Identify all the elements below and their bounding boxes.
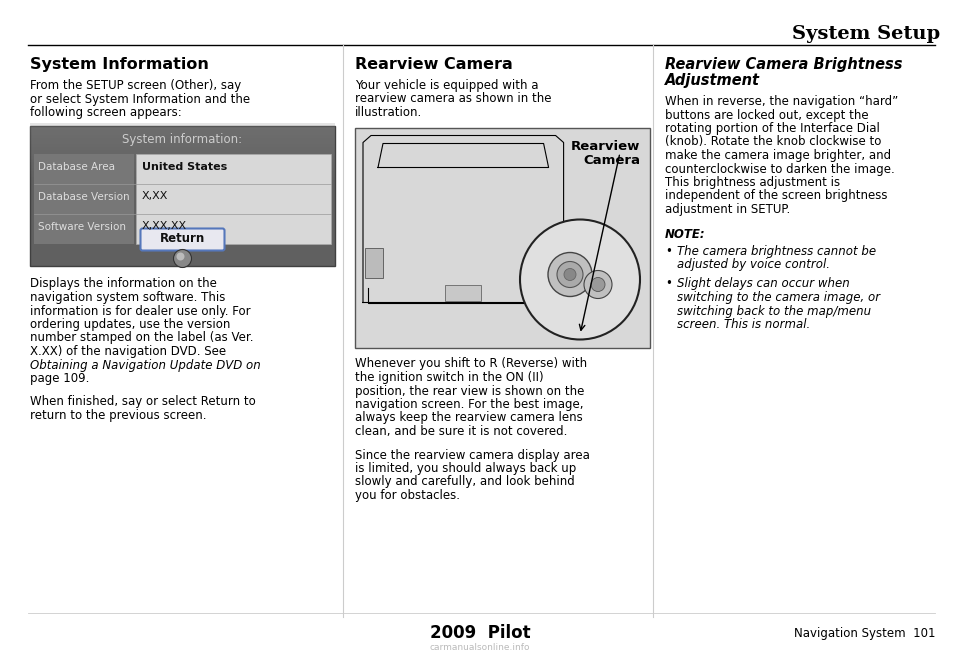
Text: Slight delays can occur when: Slight delays can occur when xyxy=(677,278,850,291)
FancyBboxPatch shape xyxy=(30,138,335,141)
FancyBboxPatch shape xyxy=(30,153,335,155)
Text: X,XX,XX: X,XX,XX xyxy=(142,221,187,231)
Text: The camera brightness cannot be: The camera brightness cannot be xyxy=(677,244,876,257)
FancyBboxPatch shape xyxy=(30,164,335,168)
Circle shape xyxy=(564,269,576,280)
Text: independent of the screen brightness: independent of the screen brightness xyxy=(665,189,887,202)
Text: screen. This is normal.: screen. This is normal. xyxy=(677,318,810,331)
Text: number stamped on the label (as Ver.: number stamped on the label (as Ver. xyxy=(30,331,253,345)
Bar xyxy=(543,248,562,278)
FancyBboxPatch shape xyxy=(140,229,225,250)
Text: position, the rear view is shown on the: position, the rear view is shown on the xyxy=(355,384,585,398)
Text: Displays the information on the: Displays the information on the xyxy=(30,278,217,291)
Circle shape xyxy=(177,252,184,261)
Text: switching back to the map/menu: switching back to the map/menu xyxy=(677,305,871,318)
Text: X,XX: X,XX xyxy=(142,191,168,202)
Circle shape xyxy=(584,271,612,299)
FancyBboxPatch shape xyxy=(30,168,335,170)
FancyBboxPatch shape xyxy=(136,153,331,244)
Text: rearview camera as shown in the: rearview camera as shown in the xyxy=(355,92,551,105)
Text: (knob). Rotate the knob clockwise to: (knob). Rotate the knob clockwise to xyxy=(665,136,881,149)
FancyBboxPatch shape xyxy=(30,149,335,153)
FancyBboxPatch shape xyxy=(30,141,335,143)
Text: From the SETUP screen (Other), say: From the SETUP screen (Other), say xyxy=(30,79,241,92)
Circle shape xyxy=(548,252,592,297)
Text: Rearview
Camera: Rearview Camera xyxy=(570,140,640,168)
Text: United States: United States xyxy=(142,162,228,172)
Text: illustration.: illustration. xyxy=(355,106,422,119)
Text: following screen appears:: following screen appears: xyxy=(30,106,181,119)
Text: Obtaining a Navigation Update DVD on: Obtaining a Navigation Update DVD on xyxy=(30,358,261,371)
Text: adjustment in SETUP.: adjustment in SETUP. xyxy=(665,203,790,216)
Text: Return: Return xyxy=(160,232,205,245)
FancyBboxPatch shape xyxy=(355,128,650,348)
FancyBboxPatch shape xyxy=(30,143,335,147)
Text: clean, and be sure it is not covered.: clean, and be sure it is not covered. xyxy=(355,425,567,438)
Text: NOTE:: NOTE: xyxy=(665,229,706,242)
Text: carmanualsonline.info: carmanualsonline.info xyxy=(430,643,530,652)
FancyBboxPatch shape xyxy=(30,132,335,134)
Bar xyxy=(445,284,481,301)
FancyBboxPatch shape xyxy=(30,122,335,126)
Text: When finished, say or select Return to: When finished, say or select Return to xyxy=(30,396,255,409)
Text: slowly and carefully, and look behind: slowly and carefully, and look behind xyxy=(355,476,575,489)
FancyBboxPatch shape xyxy=(30,126,335,265)
Text: Rearview Camera Brightness: Rearview Camera Brightness xyxy=(665,57,902,72)
Text: Navigation System  101: Navigation System 101 xyxy=(794,626,935,639)
Text: adjusted by voice control.: adjusted by voice control. xyxy=(677,258,830,271)
Text: buttons are locked out, except the: buttons are locked out, except the xyxy=(665,109,869,121)
Text: Software Version: Software Version xyxy=(38,221,126,231)
Text: •: • xyxy=(665,278,672,291)
Text: Whenever you shift to R (Reverse) with: Whenever you shift to R (Reverse) with xyxy=(355,358,588,371)
Text: System information:: System information: xyxy=(123,134,243,147)
Text: switching to the camera image, or: switching to the camera image, or xyxy=(677,291,880,304)
Text: 2009  Pilot: 2009 Pilot xyxy=(430,624,530,642)
Text: •: • xyxy=(665,244,672,257)
Text: Database Version: Database Version xyxy=(38,191,130,202)
FancyBboxPatch shape xyxy=(30,126,335,128)
Text: information is for dealer use only. For: information is for dealer use only. For xyxy=(30,305,251,318)
Text: X.XX) of the navigation DVD. See: X.XX) of the navigation DVD. See xyxy=(30,345,227,358)
Text: the ignition switch in the ON (II): the ignition switch in the ON (II) xyxy=(355,371,543,384)
FancyBboxPatch shape xyxy=(30,134,335,138)
Text: Database Area: Database Area xyxy=(38,162,115,172)
Text: navigation system software. This: navigation system software. This xyxy=(30,291,226,304)
Text: always keep the rearview camera lens: always keep the rearview camera lens xyxy=(355,411,583,424)
Text: you for obstacles.: you for obstacles. xyxy=(355,489,460,502)
Text: ordering updates, use the version: ordering updates, use the version xyxy=(30,318,230,331)
Text: Your vehicle is equipped with a: Your vehicle is equipped with a xyxy=(355,79,539,92)
FancyBboxPatch shape xyxy=(30,128,335,132)
Circle shape xyxy=(557,261,583,288)
Text: Adjustment: Adjustment xyxy=(665,73,760,88)
Bar xyxy=(365,248,383,278)
Text: is limited, you should always back up: is limited, you should always back up xyxy=(355,462,576,475)
Text: System Setup: System Setup xyxy=(792,25,940,43)
Text: navigation screen. For the best image,: navigation screen. For the best image, xyxy=(355,398,584,411)
Text: make the camera image brighter, and: make the camera image brighter, and xyxy=(665,149,891,162)
Circle shape xyxy=(174,250,191,267)
Circle shape xyxy=(591,278,605,291)
Text: When in reverse, the navigation “hard”: When in reverse, the navigation “hard” xyxy=(665,95,899,108)
Text: page 109.: page 109. xyxy=(30,372,89,385)
FancyBboxPatch shape xyxy=(30,162,335,164)
Text: return to the previous screen.: return to the previous screen. xyxy=(30,409,206,422)
Text: counterclockwise to darken the image.: counterclockwise to darken the image. xyxy=(665,162,895,176)
Text: Rearview Camera: Rearview Camera xyxy=(355,57,513,72)
FancyBboxPatch shape xyxy=(30,155,335,159)
Text: or select System Information and the: or select System Information and the xyxy=(30,92,251,105)
FancyBboxPatch shape xyxy=(30,159,335,162)
Text: rotating portion of the Interface Dial: rotating portion of the Interface Dial xyxy=(665,122,880,135)
FancyBboxPatch shape xyxy=(34,153,134,244)
Text: System Information: System Information xyxy=(30,57,209,72)
Circle shape xyxy=(520,219,640,339)
Text: This brightness adjustment is: This brightness adjustment is xyxy=(665,176,840,189)
FancyBboxPatch shape xyxy=(30,147,335,149)
Text: Since the rearview camera display area: Since the rearview camera display area xyxy=(355,449,589,462)
